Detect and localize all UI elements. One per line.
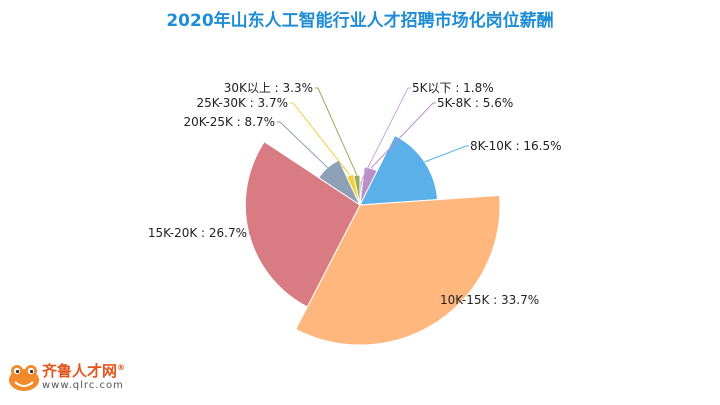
slice-label-30K以上: 30K以上 : 3.3% [224, 81, 313, 95]
leader-line-15K-20K [248, 232, 253, 235]
leader-line-5K-8K [370, 102, 436, 169]
slice-label-5K以下: 5K以下 : 1.8% [412, 81, 494, 95]
logo-url: www.qlrc.com [42, 380, 124, 391]
leader-line-10K-15K [431, 299, 438, 323]
slice-label-10K-15K: 10K-15K : 33.7% [440, 293, 539, 307]
slice-25K-30K [345, 173, 361, 206]
slice-8K-10K [359, 134, 439, 206]
slice-20K-25K [318, 159, 362, 207]
registered-mark: ® [117, 363, 126, 372]
leader-lines [248, 87, 469, 323]
leader-line-30K以上 [315, 87, 358, 176]
leader-line-20K-25K [277, 121, 328, 168]
logo-frog-icon [9, 365, 39, 391]
leader-line-5K以下 [360, 87, 411, 181]
chart-title: 2020年山东人工智能行业人才招聘市场化岗位薪酬 [166, 11, 554, 31]
slice-label-5K-8K: 5K-8K : 5.6% [437, 96, 513, 110]
slice-label-8K-10K: 8K-10K : 16.5% [470, 139, 562, 153]
slice-30K以上 [353, 174, 361, 206]
slice-label-25K-30K: 25K-30K : 3.7% [196, 96, 288, 110]
leader-line-8K-10K [424, 145, 469, 163]
slice-labels: 5K以下 : 1.8%5K-8K : 5.6% 8K-10K : 16.5% 10K… [148, 81, 562, 307]
logo-text: 齐鲁人才网® [42, 362, 126, 380]
slice-label-15K-20K: 15K-20K : 26.7% [148, 226, 247, 240]
leader-line-25K-30K [290, 102, 351, 176]
slice-label-20K-25K: 20K-25K : 8.7% [183, 115, 275, 129]
